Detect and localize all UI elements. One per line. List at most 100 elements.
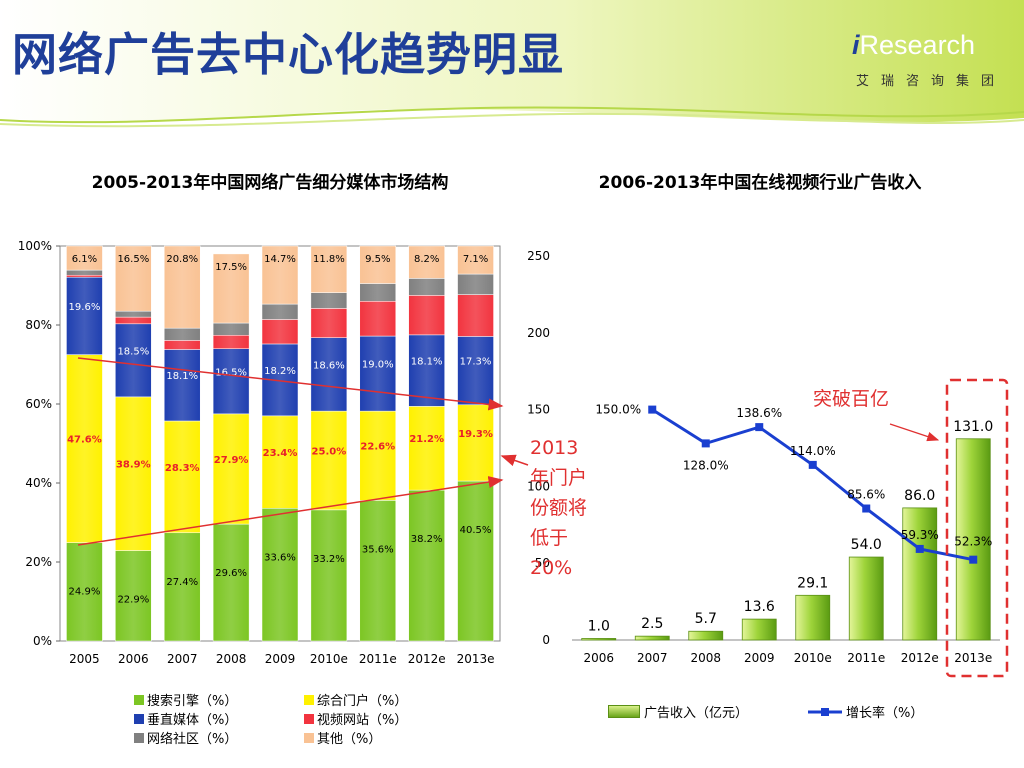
- x-tick-label: 2011e: [359, 652, 397, 666]
- legend-item-search: 搜索引擎（%）: [134, 690, 237, 709]
- data-label: 21.2%: [409, 434, 444, 445]
- data-label: 33.6%: [264, 552, 296, 563]
- bar-segment: [212, 335, 250, 349]
- growth-label: 138.6%: [736, 406, 782, 420]
- x-tick-label: 2010e: [310, 652, 348, 666]
- x-tick-label: 2008: [216, 652, 247, 666]
- bar-segment: [408, 278, 445, 296]
- revenue-label: 131.0: [953, 419, 993, 435]
- bar-segment: [310, 292, 348, 309]
- x-tick-label: 2007: [637, 651, 668, 665]
- left-chart-title: 2005-2013年中国网络广告细分媒体市场结构: [91, 173, 449, 193]
- legend-swatch: [134, 732, 144, 743]
- growth-marker: [648, 405, 657, 414]
- video-ad-revenue-chart: 0 50 100 150 200 250 1.0 2006 2.5 2007 5.7 2008 13.6…: [527, 249, 1000, 665]
- revenue-label: 54.0: [851, 537, 882, 553]
- data-label: 17.3%: [460, 357, 492, 368]
- data-label: 6.1%: [72, 254, 97, 265]
- bar-segment: [408, 334, 445, 407]
- legend-item-other: 其他（%）: [304, 728, 381, 747]
- market-structure-chart: 0% 20% 40% 60% 80% 100% 24.9% 47.6% 19.6% 6.1% 200…: [18, 239, 501, 666]
- data-label: 33.2%: [313, 554, 345, 565]
- bar-segment: [163, 532, 201, 642]
- bar-segment: [212, 322, 250, 336]
- y-tick-label: 20%: [25, 555, 52, 569]
- revenue-label: 86.0: [904, 488, 935, 504]
- data-label: 27.4%: [166, 577, 198, 588]
- bar-segment: [66, 245, 103, 271]
- bar-segment: [261, 303, 299, 320]
- bar-segment: [115, 310, 152, 318]
- growth-marker: [915, 544, 924, 553]
- revenue-label: 1.0: [588, 618, 610, 634]
- legend-label: 垂直媒体（%）: [147, 713, 238, 728]
- data-label: 38.9%: [116, 460, 151, 471]
- bar-segment: [66, 269, 103, 276]
- legend-swatch: [304, 694, 314, 705]
- revenue-bar: [848, 556, 884, 641]
- bar-segment: [261, 415, 299, 509]
- x-tick-label: 2013e: [954, 651, 992, 665]
- revenue-bar: [795, 594, 831, 641]
- bar-segment: [163, 327, 201, 341]
- revenue-bar: [581, 638, 617, 641]
- y-tick-label: 0: [542, 633, 550, 647]
- right-chart-title: 2006-2013年中国在线视频行业广告收入: [598, 173, 922, 193]
- x-tick-label: 2012e: [408, 652, 446, 666]
- x-tick-label: 2009: [265, 652, 296, 666]
- legend-item-vertical: 垂直媒体（%）: [134, 709, 237, 728]
- bar-segment: [163, 245, 201, 329]
- y-tick-label: 100: [527, 479, 550, 493]
- data-label: 28.3%: [165, 463, 200, 474]
- data-label: 19.0%: [362, 360, 394, 371]
- growth-marker: [701, 439, 710, 448]
- y-tick-label: 100%: [18, 239, 52, 253]
- legend-swatch: [608, 705, 640, 718]
- bar-segment: [408, 245, 445, 279]
- growth-label: 150.0%: [595, 403, 641, 417]
- bar-segment: [457, 294, 494, 337]
- data-label: 19.3%: [458, 429, 493, 440]
- bar-segment: [261, 343, 299, 417]
- bar-segment: [261, 319, 299, 345]
- legend-swatch: [134, 694, 144, 705]
- bar-segment: [310, 509, 348, 642]
- legend-item-portal: 综合门户（%）: [304, 690, 407, 709]
- data-label: 27.9%: [214, 455, 249, 466]
- video-revenue-annotation: 突破百亿: [813, 388, 890, 410]
- bar-segment: [359, 410, 397, 501]
- data-label: 7.1%: [463, 254, 488, 265]
- data-label: 16.5%: [117, 254, 149, 265]
- legend-label: 搜索引擎（%）: [147, 694, 238, 709]
- bar-segment: [115, 245, 152, 312]
- data-label: 18.2%: [264, 366, 296, 377]
- revenue-label: 13.6: [744, 599, 775, 615]
- bar-segment: [359, 283, 397, 302]
- revenue-bar: [902, 507, 938, 641]
- revenue-label: 2.5: [641, 616, 663, 632]
- legend-swatch: [304, 713, 314, 724]
- y-tick-label: 250: [527, 249, 550, 263]
- bar-segment: [457, 404, 494, 482]
- growth-label: 128.0%: [683, 458, 729, 472]
- legend-line-swatch: [808, 707, 842, 716]
- bar-segment: [66, 274, 103, 278]
- bar-segment: [408, 406, 445, 491]
- logo-prefix: i: [852, 30, 860, 60]
- revenue-bar: [634, 635, 670, 641]
- bar-segment: [408, 489, 445, 642]
- bar-segment: [163, 349, 201, 422]
- data-label: 9.5%: [365, 254, 390, 265]
- growth-label: 85.6%: [847, 488, 885, 502]
- bar-segment: [212, 523, 250, 642]
- data-label: 38.2%: [411, 534, 443, 545]
- bar-segment: [212, 348, 250, 415]
- iresearch-logo: iResearch 艾瑞咨询集团: [852, 30, 1002, 92]
- bar-segment: [66, 542, 103, 642]
- x-tick-label: 2008: [690, 651, 721, 665]
- growth-label: 59.3%: [901, 528, 939, 542]
- legend-item-community: 网络社区（%）: [134, 728, 237, 747]
- legend-label: 增长率（%）: [846, 706, 924, 721]
- growth-label: 52.3%: [954, 535, 992, 549]
